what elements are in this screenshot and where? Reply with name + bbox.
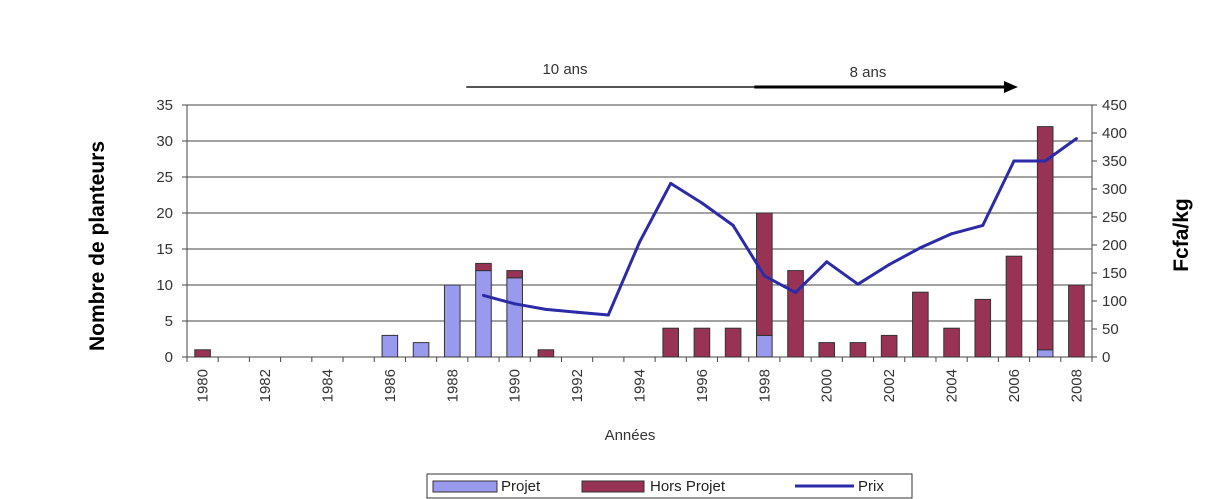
bar-hors-projet: [943, 327, 960, 358]
y-axis-right-label: Fcfa/kg: [1170, 198, 1193, 272]
prix-point: [887, 263, 891, 267]
bar-projet: [1036, 349, 1054, 358]
prix-point: [794, 291, 798, 295]
y-right-tick-label: 150: [1102, 265, 1127, 282]
x-axis-label: Années: [605, 427, 656, 444]
y-tick-label: 35: [156, 97, 173, 114]
y-right-tick-label: 100: [1102, 293, 1127, 310]
x-tick-label: 2006: [1006, 369, 1023, 402]
prix-point: [918, 246, 922, 250]
bar-hors-projet: [537, 349, 555, 358]
legend-label-projet: Projet: [501, 478, 541, 495]
bar-hors-projet: [974, 298, 992, 358]
y-tick-label: 25: [156, 169, 173, 186]
x-tick-label: 1990: [507, 369, 524, 402]
prix-point: [981, 223, 985, 227]
legend-label-prix: Prix: [858, 478, 884, 495]
bar-projet: [475, 270, 492, 358]
y-tick-label: 0: [165, 349, 173, 366]
bar-hors-projet: [693, 327, 711, 358]
x-tick-label: 1984: [319, 369, 336, 402]
prix-point: [762, 274, 766, 278]
y-right-tick-label: 200: [1102, 237, 1127, 254]
x-tick-label: 2000: [819, 369, 836, 402]
arrow-head-icon: [1003, 81, 1018, 93]
bar-projet: [756, 334, 773, 358]
prix-point: [1074, 137, 1078, 141]
prix-point: [669, 181, 673, 185]
y-right-tick-label: 250: [1102, 209, 1127, 226]
y-right-tick-label: 400: [1102, 125, 1127, 142]
legend-swatch-hors-projet: [581, 480, 645, 493]
x-tick-label: 2002: [881, 369, 898, 402]
y-right-tick-label: 300: [1102, 181, 1127, 198]
x-tick-label: 1982: [257, 369, 274, 402]
prix-point: [575, 310, 579, 314]
y-tick-label: 30: [156, 133, 173, 150]
prix-point: [731, 223, 735, 227]
bar-hors-projet: [662, 327, 680, 358]
bar-projet: [443, 284, 461, 358]
x-tick-label: 1998: [756, 369, 773, 402]
bar-hors-projet: [880, 334, 898, 358]
y-right-tick-label: 0: [1102, 349, 1110, 366]
price-line: [481, 137, 1078, 317]
prix-line: [483, 137, 1078, 317]
prix-point: [638, 240, 641, 244]
period-label-8-ans: 8 ans: [850, 64, 887, 81]
y-right-tick-label: 50: [1102, 321, 1119, 338]
y-tick-label: 15: [156, 241, 173, 258]
prix-point: [700, 201, 704, 205]
y-right-tick-label: 350: [1102, 153, 1127, 170]
bar-hors-projet: [849, 342, 867, 358]
y-tick-label: 10: [156, 277, 173, 294]
bar-hors-projet: [1068, 284, 1085, 358]
x-tick-label: 2008: [1068, 369, 1085, 402]
x-tick-label: 1980: [195, 369, 212, 402]
legend: Projet Hors Projet Prix: [426, 473, 913, 499]
bar-hors-projet: [506, 270, 523, 279]
bar-hors-projet: [818, 342, 836, 358]
x-tick-label: 1986: [382, 369, 399, 402]
prix-point: [1043, 159, 1047, 163]
x-tick-label: 1988: [444, 369, 461, 402]
bar-hors-projet: [787, 270, 804, 358]
prix-point: [825, 260, 829, 264]
y-axis-label: Nombre de planteurs: [86, 141, 109, 351]
axes: [182, 104, 1097, 362]
prix-point: [950, 232, 954, 236]
prix-point: [856, 282, 860, 286]
prix-point: [513, 302, 517, 306]
x-tick-label: 1992: [569, 369, 586, 402]
prix-point: [544, 307, 548, 311]
tick-labels: 0510152025303505010015020025030035040045…: [156, 97, 1127, 402]
x-tick-label: 1994: [632, 369, 649, 402]
bar-hors-projet: [912, 291, 929, 358]
bar-projet: [412, 342, 430, 358]
legend-swatch-projet: [432, 480, 498, 493]
prix-point: [606, 313, 610, 317]
x-tick-label: 1996: [694, 369, 711, 402]
prix-point: [481, 293, 485, 297]
bar-hors-projet: [475, 262, 492, 272]
y-right-tick-label: 450: [1102, 97, 1127, 114]
legend-label-hors-projet: Hors Projet: [650, 478, 726, 495]
period-annotations: 10 ans 8 ans: [466, 61, 1018, 93]
bar-projet: [506, 277, 523, 358]
x-tick-label: 2004: [944, 369, 961, 402]
y-tick-label: 5: [165, 313, 173, 330]
prix-point: [1012, 159, 1016, 163]
bar-hors-projet: [1036, 126, 1054, 351]
bar-hors-projet: [724, 327, 742, 358]
period-label-10-ans: 10 ans: [542, 61, 587, 78]
bar-hors-projet: [194, 349, 211, 358]
bar-hors-projet: [1005, 255, 1023, 358]
bar-projet: [381, 334, 399, 358]
y-tick-label: 20: [156, 205, 173, 222]
